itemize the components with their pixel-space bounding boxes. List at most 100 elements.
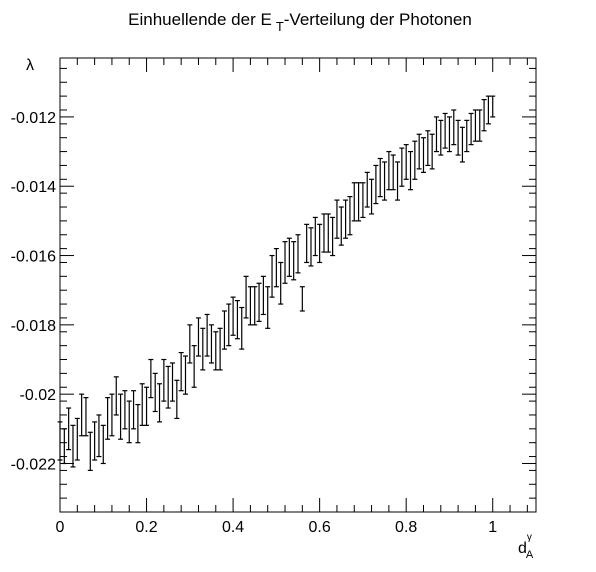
y-tick-label: -0.02 xyxy=(20,387,57,404)
error-bar xyxy=(386,152,391,190)
error-bar xyxy=(75,418,80,460)
error-bar xyxy=(157,384,162,422)
error-bar xyxy=(105,398,110,440)
error-bar xyxy=(170,363,175,401)
error-bar xyxy=(443,113,448,148)
error-bar xyxy=(408,152,413,190)
error-bar xyxy=(88,432,93,470)
error-bar xyxy=(109,394,114,436)
error-bar xyxy=(317,224,322,262)
x-axis-label: dγ A xyxy=(518,532,534,561)
error-bar xyxy=(352,183,357,221)
error-bar xyxy=(183,356,188,394)
error-bar xyxy=(144,387,149,425)
error-bar xyxy=(330,217,335,255)
x-axis-label-subscript: A xyxy=(526,549,534,561)
error-bar xyxy=(265,287,270,329)
chart-title-main: Einhuellende der E xyxy=(128,10,272,29)
error-bar xyxy=(404,145,409,180)
error-bar xyxy=(239,308,244,350)
x-tick-label: 1 xyxy=(488,519,497,536)
error-bar xyxy=(490,96,495,117)
error-bar xyxy=(58,422,63,460)
chart-title: Einhuellende der E T-Verteilung der Photo… xyxy=(128,10,472,34)
error-bar xyxy=(412,141,417,179)
plot-frame xyxy=(60,58,536,512)
error-bar xyxy=(261,276,266,314)
chart-title-subscript: T xyxy=(276,19,284,34)
error-bar xyxy=(200,328,205,370)
error-bar xyxy=(278,262,283,304)
error-bar xyxy=(205,314,210,356)
error-bar xyxy=(231,297,236,335)
y-axis-label: λ xyxy=(26,57,34,74)
error-bar xyxy=(287,238,292,276)
error-bar xyxy=(395,162,400,200)
chart-title-rest: -Verteilung der Photonen xyxy=(284,10,472,29)
error-bar xyxy=(399,148,404,186)
error-bar xyxy=(486,96,491,124)
y-tick-label: -0.014 xyxy=(11,179,56,196)
error-bar xyxy=(464,120,469,151)
error-bar xyxy=(83,398,88,436)
error-bar xyxy=(192,346,197,388)
y-tick-label: -0.018 xyxy=(11,318,56,335)
error-bar xyxy=(300,287,305,311)
error-bar xyxy=(244,276,249,318)
error-bar xyxy=(135,405,140,443)
axis-ticks xyxy=(60,58,536,512)
error-bar xyxy=(270,256,275,298)
x-tick-label: 0.6 xyxy=(309,519,331,536)
error-bar xyxy=(365,172,370,207)
error-bar xyxy=(308,228,313,266)
error-bar xyxy=(339,207,344,245)
error-bar xyxy=(451,110,456,145)
error-bar xyxy=(222,311,227,349)
error-bar xyxy=(434,117,439,152)
y-tick-label: -0.022 xyxy=(11,456,56,473)
error-bar xyxy=(127,401,132,443)
error-bar xyxy=(369,179,374,214)
error-bar xyxy=(334,200,339,238)
error-bar xyxy=(391,155,396,190)
error-bar xyxy=(460,127,465,162)
error-bar xyxy=(96,415,101,457)
error-bar xyxy=(321,214,326,252)
error-bar xyxy=(473,110,478,141)
error-bar xyxy=(226,304,231,346)
error-bar xyxy=(291,242,296,280)
error-bar xyxy=(438,120,443,155)
error-bar xyxy=(304,224,309,262)
error-bars xyxy=(58,96,496,470)
error-bar xyxy=(378,159,383,197)
error-bar xyxy=(122,391,127,429)
error-bar xyxy=(313,217,318,255)
error-bar xyxy=(421,138,426,173)
error-bar xyxy=(343,200,348,238)
y-tick-label: -0.016 xyxy=(11,249,56,266)
error-bar xyxy=(252,287,257,325)
error-bar xyxy=(326,214,331,252)
error-bar xyxy=(347,197,352,235)
error-bar xyxy=(196,318,201,356)
error-bar xyxy=(296,235,301,273)
error-bar xyxy=(356,183,361,221)
x-tick-label: 0.2 xyxy=(135,519,157,536)
error-bar xyxy=(131,391,136,429)
error-bar xyxy=(92,422,97,460)
error-bar xyxy=(360,183,365,218)
error-bar xyxy=(482,100,487,131)
error-bar xyxy=(114,377,119,415)
error-bar xyxy=(118,394,123,439)
error-bar xyxy=(179,353,184,391)
error-bar xyxy=(373,165,378,203)
error-bar xyxy=(209,325,214,363)
error-bar xyxy=(153,373,158,411)
error-bar xyxy=(174,380,179,418)
error-bar xyxy=(274,249,279,287)
error-bar xyxy=(447,117,452,152)
error-bar xyxy=(257,283,262,321)
x-axis-label-superscript: γ xyxy=(527,532,532,543)
error-bar xyxy=(62,429,67,464)
